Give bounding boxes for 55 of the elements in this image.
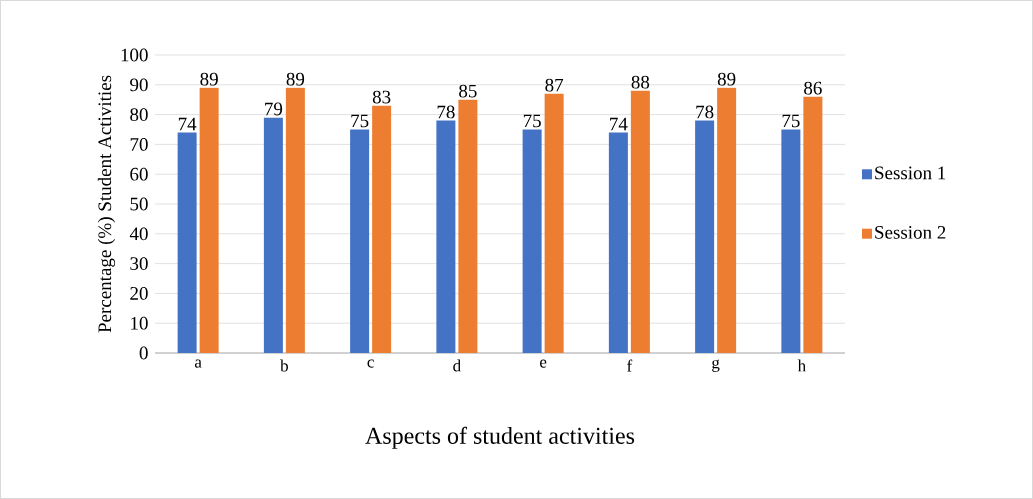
x-tick-label: d xyxy=(453,359,461,372)
x-tick-label: a xyxy=(194,359,202,368)
data-label: 87 xyxy=(545,78,564,92)
data-label: 89 xyxy=(717,72,736,86)
bar xyxy=(458,99,478,353)
data-label: 75 xyxy=(782,114,800,128)
legend-label: Session 2 xyxy=(875,226,946,239)
bar xyxy=(608,132,628,353)
y-tick-label: 50 xyxy=(130,197,148,211)
bar xyxy=(695,120,715,353)
data-label: 79 xyxy=(265,102,283,116)
y-tick-label: 20 xyxy=(130,287,148,300)
x-tick-label: g xyxy=(712,359,720,372)
y-tick-label: 100 xyxy=(121,48,148,62)
bar xyxy=(177,132,197,353)
x-tick-label: b xyxy=(280,359,288,372)
x-tick-label: h xyxy=(797,359,806,372)
x-tick-label: e xyxy=(540,359,547,368)
bar xyxy=(285,87,305,353)
data-label: 78 xyxy=(437,105,455,119)
x-tick-label: f xyxy=(627,359,633,372)
bar xyxy=(522,129,542,353)
bar xyxy=(436,120,456,353)
data-label: 75 xyxy=(523,114,541,128)
y-axis-title: Percentage (%) Student Activities xyxy=(97,75,116,333)
y-tick-label: 70 xyxy=(130,138,148,151)
y-tick-label: 10 xyxy=(131,316,148,330)
data-label: 86 xyxy=(804,81,822,95)
bar xyxy=(781,129,801,353)
data-label: 89 xyxy=(200,72,218,86)
data-label: 85 xyxy=(459,84,477,98)
bar xyxy=(263,117,283,353)
y-tick-label: 30 xyxy=(130,257,148,271)
x-tick-label: c xyxy=(367,359,374,368)
y-tick-label: 40 xyxy=(129,227,148,241)
data-label: 88 xyxy=(631,75,650,89)
data-label: 74 xyxy=(178,117,197,131)
y-tick-label: 60 xyxy=(130,167,148,181)
bar xyxy=(350,129,370,353)
bar xyxy=(372,105,392,353)
data-label: 78 xyxy=(696,105,714,119)
bar xyxy=(544,93,564,353)
bar xyxy=(630,90,650,353)
data-label: 74 xyxy=(610,117,628,131)
data-label: 83 xyxy=(372,90,391,104)
y-tick-label: 0 xyxy=(139,346,148,360)
bar xyxy=(199,87,219,353)
x-axis-title: Aspects of student activities xyxy=(365,426,635,449)
data-label: 75 xyxy=(351,114,369,128)
data-label: 89 xyxy=(286,72,305,86)
y-tick-label: 90 xyxy=(130,78,148,92)
legend-label: Session 1 xyxy=(875,166,946,180)
bar xyxy=(717,87,737,353)
bar xyxy=(803,96,823,353)
y-tick-label: 80 xyxy=(130,108,148,122)
